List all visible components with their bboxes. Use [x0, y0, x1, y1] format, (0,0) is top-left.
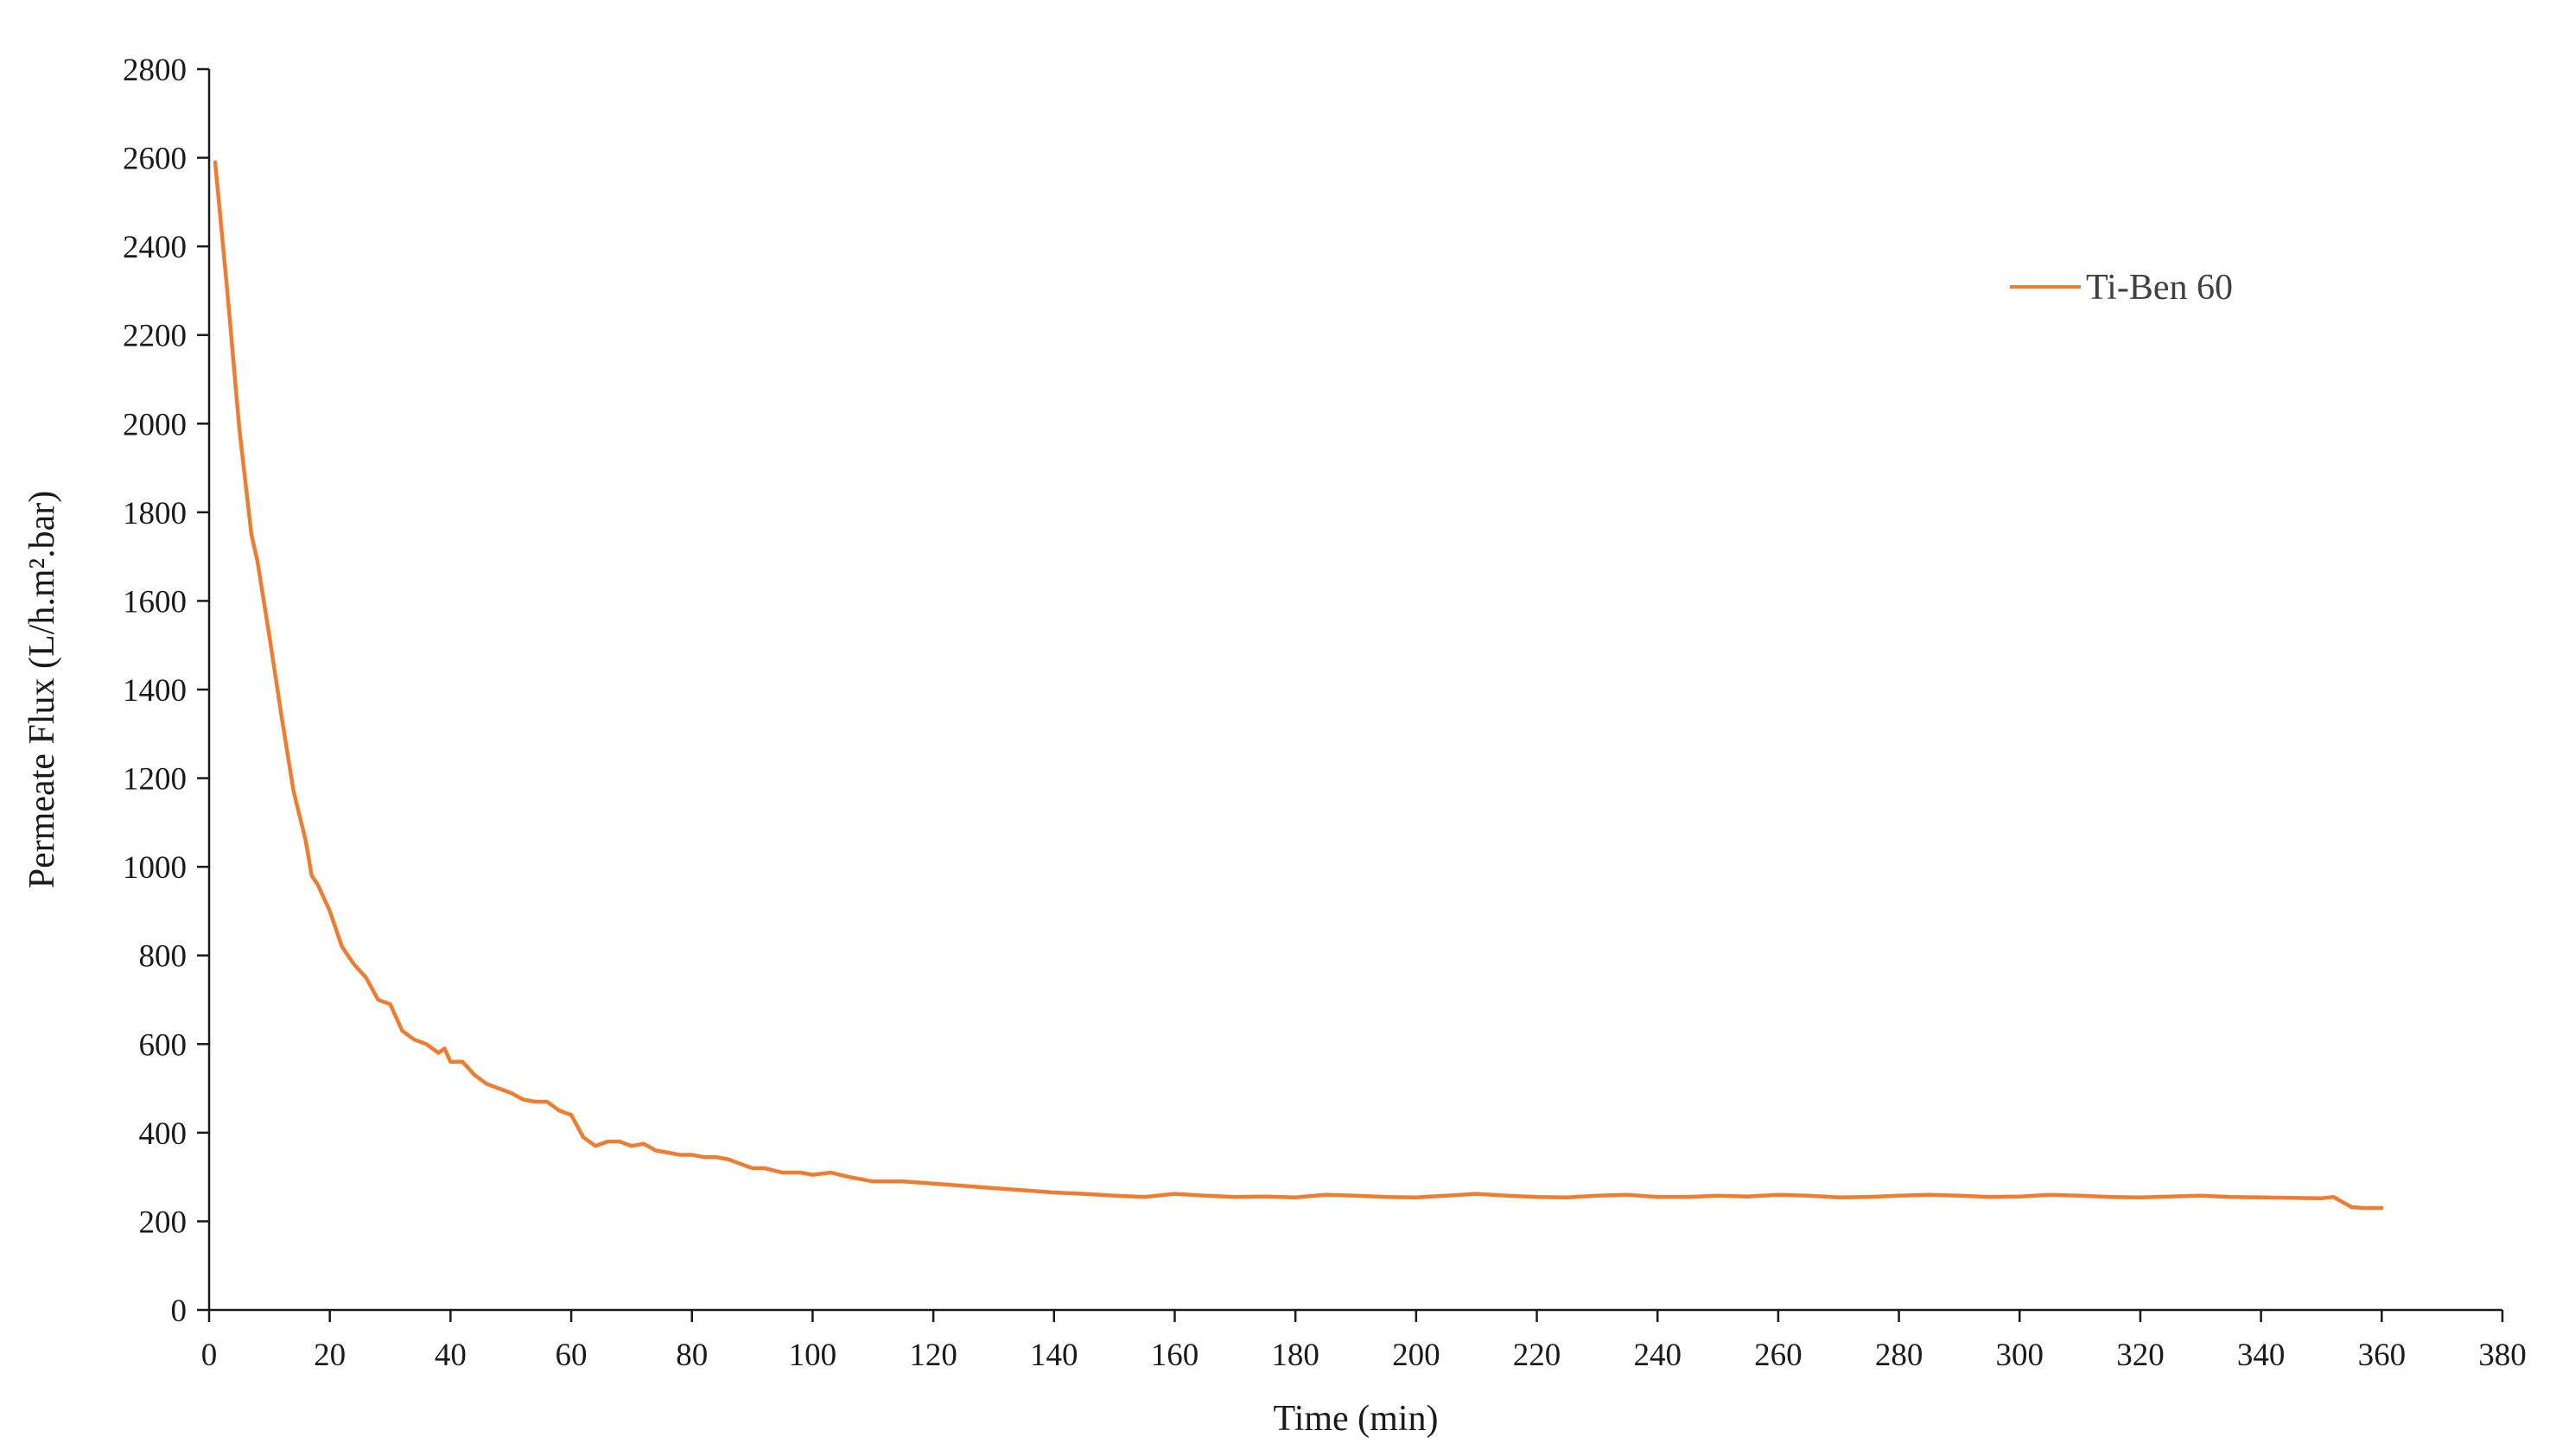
x-tick-label: 300: [1996, 1338, 2044, 1373]
y-tick-label: 0: [171, 1294, 188, 1329]
x-tick-label: 220: [1513, 1338, 1561, 1373]
x-tick-label: 320: [2116, 1338, 2165, 1373]
x-tick-label: 60: [556, 1338, 588, 1373]
series-line-ti-ben-60: [213, 160, 2384, 1211]
x-tick-label: 180: [1271, 1338, 1319, 1373]
y-tick-label: 1800: [123, 496, 187, 531]
series-layer: [213, 160, 2384, 1211]
x-tick-label: 120: [909, 1338, 957, 1373]
y-tick-label: 800: [139, 939, 188, 975]
y-axis-title: Permeate Flux (L/h.m².bar): [22, 491, 62, 888]
x-tick-label: 380: [2478, 1338, 2527, 1373]
x-tick-label: 240: [1633, 1338, 1682, 1373]
y-tick-label: 2000: [123, 407, 187, 442]
x-tick-label: 0: [201, 1338, 218, 1373]
y-tick-label: 1600: [123, 584, 187, 620]
y-tick-label: 200: [139, 1205, 188, 1240]
y-tick-label: 2600: [123, 142, 187, 177]
y-tick-label: 400: [139, 1116, 188, 1152]
x-tick-label: 280: [1875, 1338, 1923, 1373]
y-tick-label: 2200: [123, 319, 187, 354]
x-tick-label: 160: [1151, 1338, 1199, 1373]
y-tick-label: 2400: [123, 230, 187, 265]
x-tick-label: 20: [314, 1338, 346, 1373]
x-tick-label: 260: [1754, 1338, 1803, 1373]
y-tick-label: 1000: [123, 850, 187, 886]
axes: [207, 69, 2502, 1312]
legend-label-ti-ben-60: Ti-Ben 60: [2086, 268, 2233, 308]
x-axis-title: Time (min): [1274, 1399, 1439, 1439]
legend: Ti-Ben 60: [2010, 268, 2233, 308]
x-tick-label: 140: [1030, 1338, 1078, 1373]
y-tick-label: 1400: [123, 673, 187, 709]
ticks: 0200400600800100012001400160018002000220…: [123, 53, 2527, 1373]
y-tick-label: 600: [139, 1027, 188, 1063]
x-tick-label: 80: [676, 1338, 708, 1373]
y-tick-label: 1200: [123, 762, 187, 798]
x-tick-label: 360: [2358, 1338, 2407, 1373]
x-tick-label: 340: [2237, 1338, 2286, 1373]
y-tick-label: 2800: [123, 53, 187, 88]
x-tick-label: 200: [1392, 1338, 1440, 1373]
x-tick-label: 40: [435, 1338, 467, 1373]
x-tick-label: 100: [789, 1338, 837, 1373]
